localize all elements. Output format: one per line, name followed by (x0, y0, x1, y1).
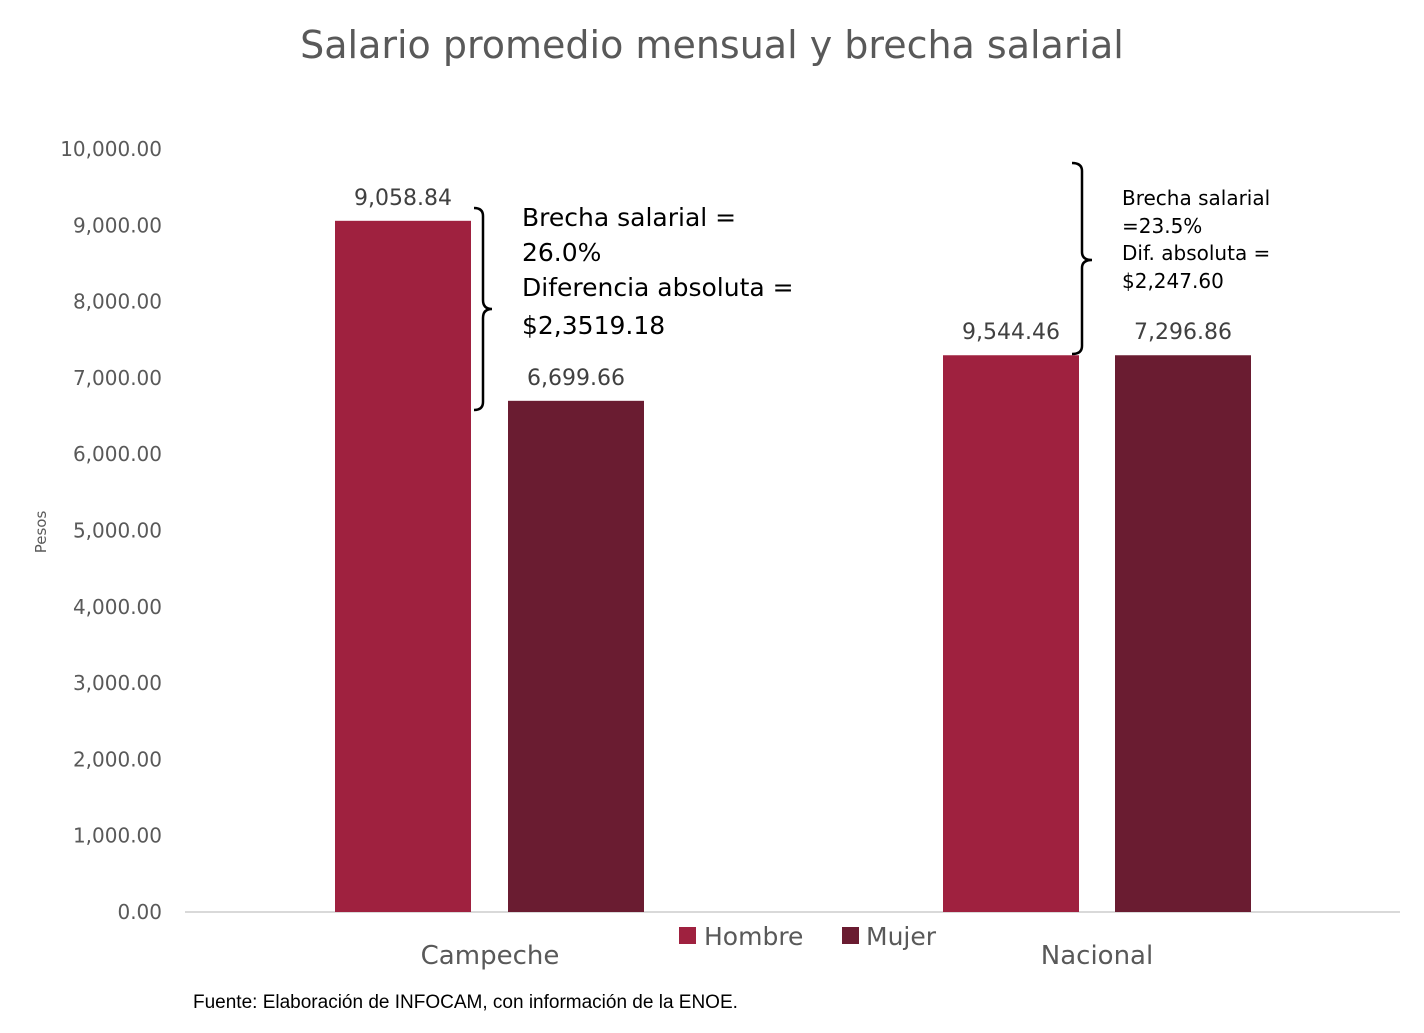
y-tick-label: 1,000.00 (73, 824, 162, 848)
annotation-campeche-line-1: Brecha salarial = (522, 203, 736, 232)
y-tick-label: 10,000.00 (60, 137, 162, 161)
y-tick-label: 8,000.00 (73, 290, 162, 314)
annotation-nacional-line-4: $2,247.60 (1122, 269, 1224, 293)
y-tick-label: 3,000.00 (73, 671, 162, 695)
bracket-campeche (473, 206, 493, 412)
legend-swatch-mujer (842, 927, 859, 944)
annotation-nacional-line-2: =23.5% (1122, 214, 1202, 238)
annotation-nacional-line-1: Brecha salarial (1122, 186, 1270, 210)
category-label-nacional: Nacional (1041, 941, 1153, 971)
y-axis-label: Pesos (32, 511, 50, 554)
data-label-nacional-mujer: 7,296.86 (1134, 320, 1232, 345)
data-label-campeche-mujer: 6,699.66 (527, 366, 625, 391)
annotation-nacional-line-3: Dif. absoluta = (1122, 241, 1270, 265)
data-label-campeche-hombre: 9,058.84 (354, 186, 452, 211)
bar-campeche-hombre (335, 220, 471, 913)
source-note: Fuente: Elaboración de INFOCAM, con info… (193, 992, 738, 1013)
bracket-nacional (1071, 161, 1093, 356)
annotation-campeche-line-4: $2,3519.18 (522, 311, 665, 340)
y-tick-label: 4,000.00 (73, 595, 162, 619)
data-labels-group: 9,058.84 6,699.66 9,544.46 7,296.86 (354, 186, 1232, 391)
annotation-campeche-line-2: 26.0% (522, 238, 601, 267)
category-label-campeche: Campeche (421, 941, 560, 971)
bar-nacional-mujer (1115, 355, 1251, 912)
legend: Hombre Mujer (679, 922, 937, 951)
y-tick-label: 6,000.00 (73, 442, 162, 466)
bar-campeche-mujer (508, 400, 644, 912)
annotation-campeche-line-3: Diferencia absoluta = (522, 273, 794, 302)
y-tick-label: 5,000.00 (73, 519, 162, 543)
y-tick-label: 2,000.00 (73, 747, 162, 771)
y-tick-label: 0.00 (117, 900, 162, 924)
legend-label-mujer: Mujer (866, 922, 937, 951)
bar-nacional-hombre (943, 355, 1079, 912)
legend-label-hombre: Hombre (704, 922, 803, 951)
data-label-nacional-hombre: 9,544.46 (962, 320, 1060, 345)
y-tick-label: 7,000.00 (73, 366, 162, 390)
y-axis-ticks: 0.00 1,000.00 2,000.00 3,000.00 4,000.00 5,00… (60, 137, 162, 924)
bars-group (335, 220, 1251, 913)
chart-title: Salario promedio mensual y brecha salari… (300, 23, 1124, 67)
legend-swatch-hombre (679, 927, 696, 944)
y-tick-label: 9,000.00 (73, 213, 162, 237)
